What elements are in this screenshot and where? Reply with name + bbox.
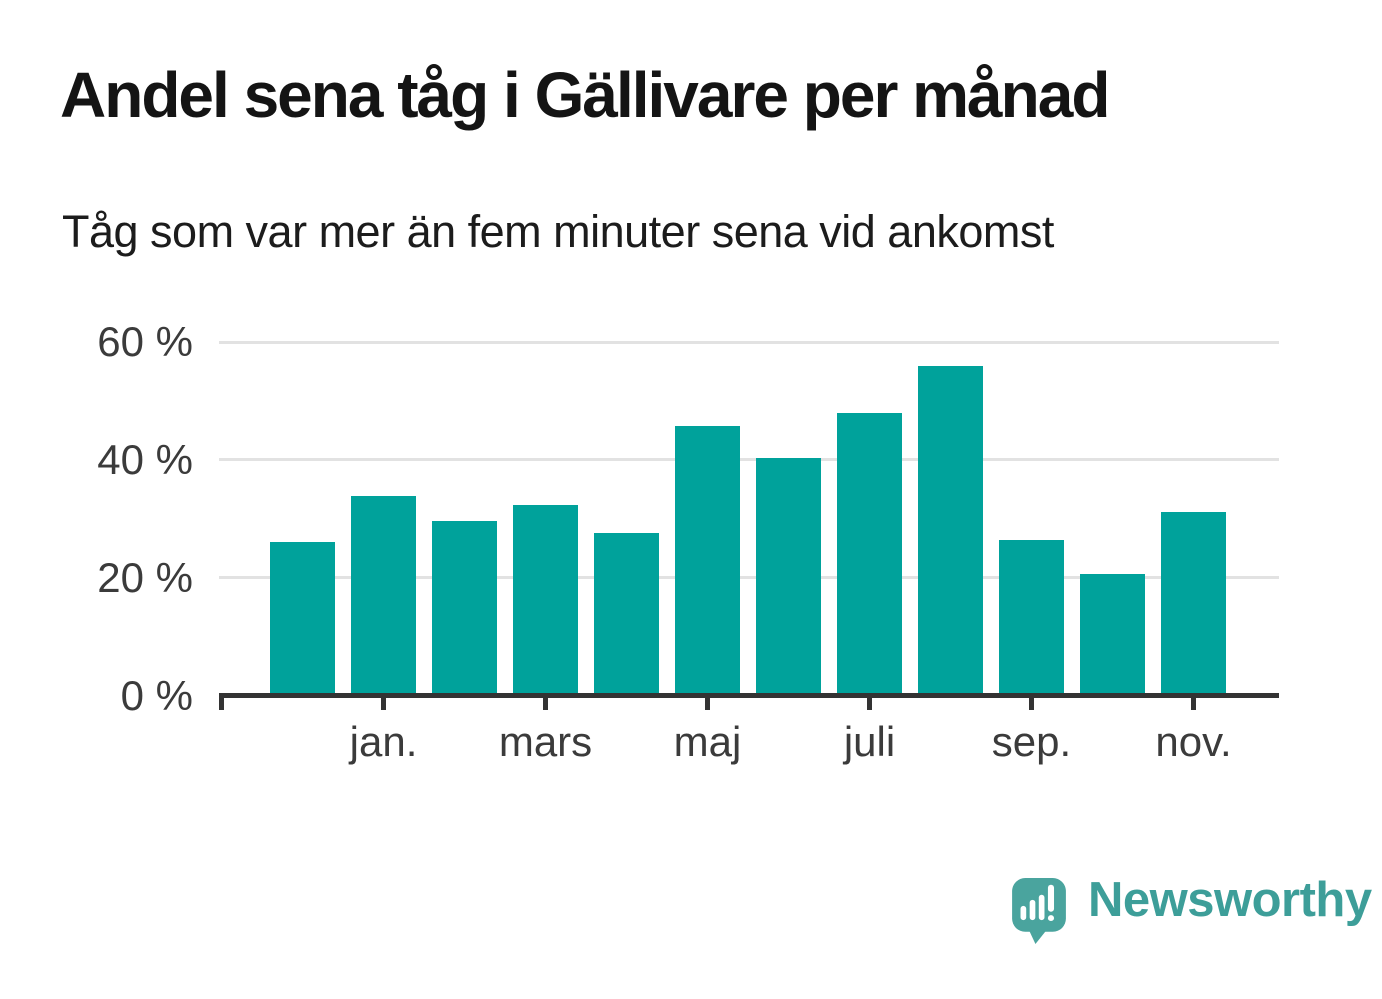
x-tick-jan — [381, 693, 386, 710]
x-tick-label: jan. — [349, 718, 418, 765]
bar-sep — [999, 540, 1064, 693]
bar-mars — [513, 505, 578, 693]
x-tick-sep — [1029, 693, 1034, 710]
newsworthy-logo-icon — [1012, 878, 1066, 944]
chart-subtitle: Tåg som var mer än fem minuter sena vid … — [62, 206, 1054, 257]
gridline-20 — [219, 576, 1279, 580]
gridline-40 — [219, 458, 1279, 462]
y-tick-label: 20 % — [97, 553, 193, 601]
gridline-60 — [219, 340, 1279, 344]
x-tick-label: maj — [673, 718, 742, 765]
x-tick-juli — [867, 693, 872, 710]
x-tick-label: sep. — [991, 718, 1072, 765]
x-tick-label: juli — [843, 718, 896, 765]
bar-jan — [351, 496, 416, 693]
x-tick-label: nov. — [1155, 718, 1232, 765]
bar-juni — [756, 458, 821, 693]
x-tick-mars — [543, 693, 548, 710]
bar-apr — [594, 533, 659, 693]
bar-maj — [675, 426, 740, 693]
y-tick-label: 0 % — [120, 671, 193, 719]
x-axis-start-tick — [219, 693, 224, 710]
x-axis-line — [219, 693, 1279, 698]
x-tick-nov — [1191, 693, 1196, 710]
bar-okt — [1080, 574, 1145, 693]
bar-nov — [1161, 512, 1226, 693]
bar-feb — [432, 521, 497, 693]
y-tick-label: 40 % — [97, 435, 193, 483]
y-tick-label: 60 % — [97, 318, 193, 366]
chart-title: Andel sena tåg i Gällivare per månad — [60, 59, 1110, 131]
bar-juli — [837, 413, 902, 693]
newsworthy-logo: Newsworthy — [1012, 873, 1372, 945]
x-tick-maj — [705, 693, 710, 710]
bar-dec — [270, 542, 335, 693]
x-tick-label: mars — [498, 718, 593, 765]
bar-aug — [918, 366, 983, 693]
newsworthy-logo-text: Newsworthy — [1088, 873, 1372, 927]
